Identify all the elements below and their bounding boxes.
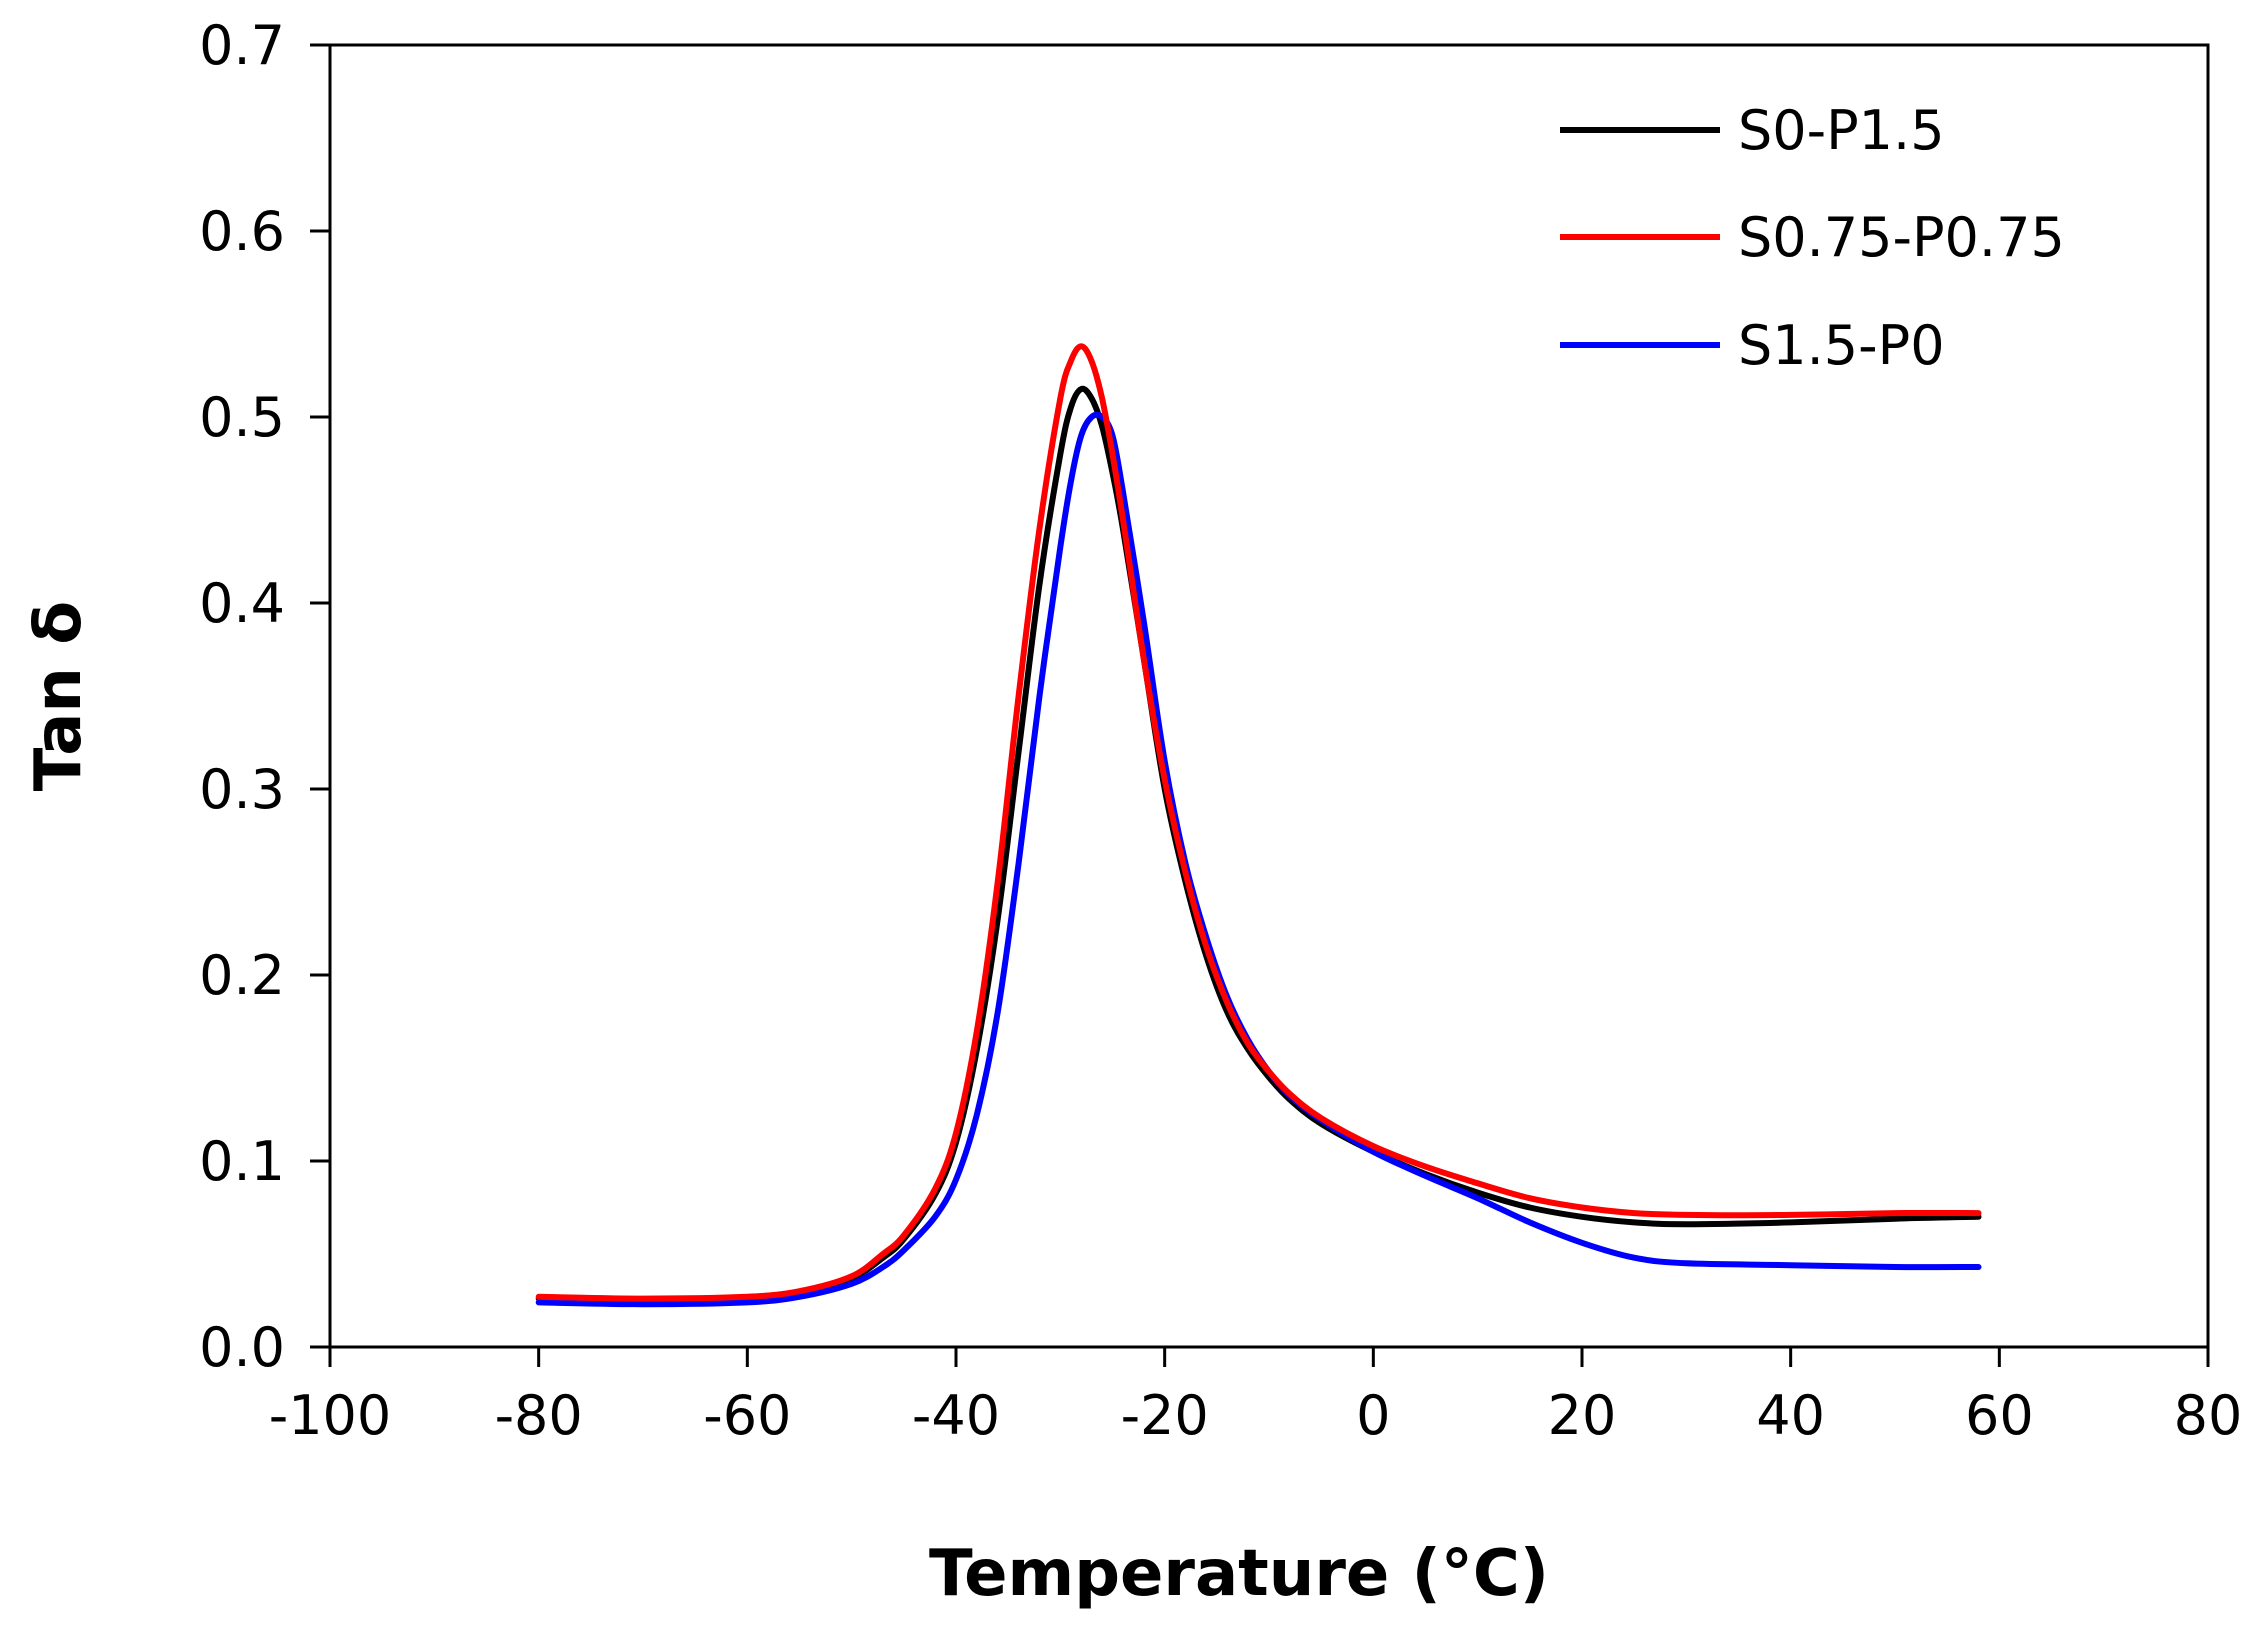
axes: -100 -80 -60 -40 -20 0 20 40 60 80 0.0 0.1 0.2 0.3 0.4… — [199, 14, 2242, 1447]
x-tick-label: -20 — [1121, 1384, 1209, 1447]
y-tick-label: 0.5 — [199, 386, 285, 449]
x-tick-label: -40 — [912, 1384, 1000, 1447]
x-tick-label: 20 — [1548, 1384, 1617, 1447]
y-tick-label: 0.7 — [199, 14, 285, 77]
x-tick-label: -60 — [703, 1384, 791, 1447]
y-tick-label: 0.2 — [199, 944, 285, 1007]
y-tick-label: 0.0 — [199, 1316, 285, 1379]
legend-label: S1.5-P0 — [1738, 314, 1945, 377]
legend: S0-P1.5 S0.75-P0.75 S1.5-P0 — [1560, 99, 2065, 377]
x-tick-label: 60 — [1965, 1384, 2034, 1447]
legend-label: S0.75-P0.75 — [1738, 206, 2065, 269]
plot-frame — [328, 43, 2210, 1349]
x-tick-label: 40 — [1756, 1384, 1825, 1447]
y-tick-label: 0.1 — [199, 1130, 285, 1193]
x-axis-title: Temperature (°C) — [929, 1537, 1549, 1611]
x-tick-label: 80 — [2174, 1384, 2243, 1447]
y-tick-label: 0.4 — [199, 572, 285, 635]
series-line-s0-p1-5 — [535, 385, 1982, 1304]
x-tick-label: -80 — [495, 1384, 583, 1447]
x-tick-label: -100 — [269, 1384, 392, 1447]
y-axis-title: Tan δ — [22, 601, 96, 791]
series-line-s0-75-p0-75 — [535, 343, 1982, 1302]
legend-label: S0-P1.5 — [1738, 99, 1945, 162]
y-tick-label: 0.6 — [199, 200, 285, 263]
series-line-s1-5-p0 — [535, 411, 1982, 1308]
series-layer — [535, 343, 1982, 1308]
y-tick-label: 0.3 — [199, 758, 285, 821]
x-tick-label: 0 — [1356, 1384, 1390, 1447]
